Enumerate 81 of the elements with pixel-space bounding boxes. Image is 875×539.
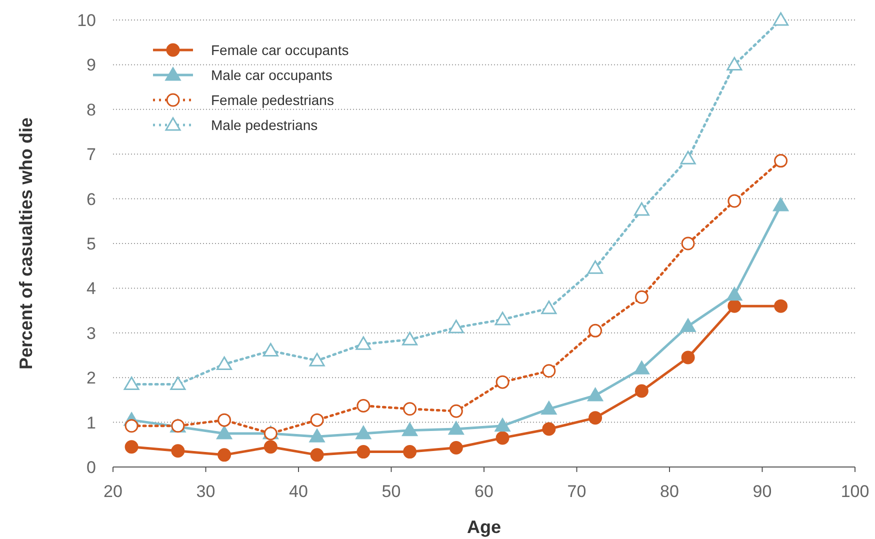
point bbox=[494, 418, 510, 432]
point bbox=[681, 236, 695, 250]
point bbox=[588, 260, 604, 274]
point bbox=[541, 401, 557, 415]
point bbox=[588, 324, 602, 338]
point bbox=[262, 343, 278, 357]
y-tick-label: 0 bbox=[86, 458, 96, 477]
point bbox=[680, 150, 696, 164]
x-tick-label: 100 bbox=[840, 482, 870, 501]
point bbox=[448, 421, 464, 435]
point bbox=[216, 426, 232, 440]
point bbox=[634, 360, 650, 374]
point bbox=[309, 352, 325, 366]
x-tick-label: 40 bbox=[289, 482, 308, 501]
point bbox=[634, 384, 648, 398]
point bbox=[774, 299, 788, 313]
point bbox=[264, 440, 278, 454]
point bbox=[542, 422, 556, 436]
point bbox=[773, 12, 789, 26]
x-tick-label: 30 bbox=[196, 482, 216, 501]
point bbox=[588, 388, 604, 402]
point bbox=[356, 399, 370, 413]
point bbox=[216, 356, 232, 370]
point bbox=[773, 198, 789, 212]
point bbox=[494, 312, 510, 326]
y-tick-label: 1 bbox=[86, 413, 96, 432]
point bbox=[680, 318, 696, 332]
x-tick-label: 60 bbox=[474, 482, 494, 501]
x-tick-label: 50 bbox=[382, 482, 401, 501]
point bbox=[634, 290, 648, 304]
point bbox=[728, 299, 742, 313]
point bbox=[170, 376, 186, 390]
point bbox=[726, 56, 742, 70]
point bbox=[402, 422, 418, 436]
point bbox=[124, 440, 138, 454]
point bbox=[356, 426, 372, 440]
point bbox=[403, 445, 417, 459]
x-tick-label: 70 bbox=[567, 482, 586, 501]
point bbox=[124, 419, 138, 433]
point bbox=[218, 448, 232, 462]
point bbox=[448, 320, 464, 334]
point bbox=[774, 154, 788, 168]
point bbox=[356, 336, 372, 350]
legend-label: Female pedestrians bbox=[211, 92, 334, 108]
point bbox=[542, 364, 556, 378]
point bbox=[588, 411, 602, 425]
point bbox=[541, 300, 557, 314]
x-axis-title: Age bbox=[466, 517, 502, 537]
point bbox=[449, 404, 463, 418]
y-tick-label: 6 bbox=[86, 190, 96, 209]
point bbox=[124, 376, 140, 390]
point bbox=[403, 402, 417, 416]
point bbox=[402, 332, 418, 346]
legend-label: Male car occupants bbox=[211, 67, 332, 83]
legend-label: Male pedestrians bbox=[211, 117, 318, 133]
y-axis-title: Percent of casualties who die bbox=[16, 117, 36, 370]
point bbox=[634, 202, 650, 216]
y-tick-label: 5 bbox=[86, 234, 96, 254]
x-tick-label: 20 bbox=[104, 482, 122, 501]
point bbox=[218, 413, 232, 427]
legend-label: Female car occupants bbox=[211, 42, 349, 58]
point bbox=[681, 350, 695, 364]
point bbox=[496, 431, 510, 445]
y-tick-label: 4 bbox=[86, 279, 96, 298]
point bbox=[496, 375, 510, 389]
y-tick-label: 10 bbox=[77, 11, 96, 30]
y-tick-label: 9 bbox=[86, 56, 96, 75]
y-tick-label: 7 bbox=[86, 145, 96, 164]
point bbox=[310, 448, 324, 462]
point bbox=[356, 445, 370, 459]
point bbox=[449, 441, 463, 455]
point bbox=[726, 287, 742, 301]
point bbox=[728, 194, 742, 208]
point bbox=[310, 413, 324, 427]
y-tick-label: 3 bbox=[86, 324, 96, 343]
y-tick-label: 8 bbox=[86, 100, 96, 120]
point bbox=[309, 428, 325, 442]
y-tick-label: 2 bbox=[86, 368, 96, 388]
x-tick-label: 80 bbox=[660, 482, 679, 501]
x-tick-label: 90 bbox=[752, 482, 772, 501]
point bbox=[171, 444, 185, 458]
